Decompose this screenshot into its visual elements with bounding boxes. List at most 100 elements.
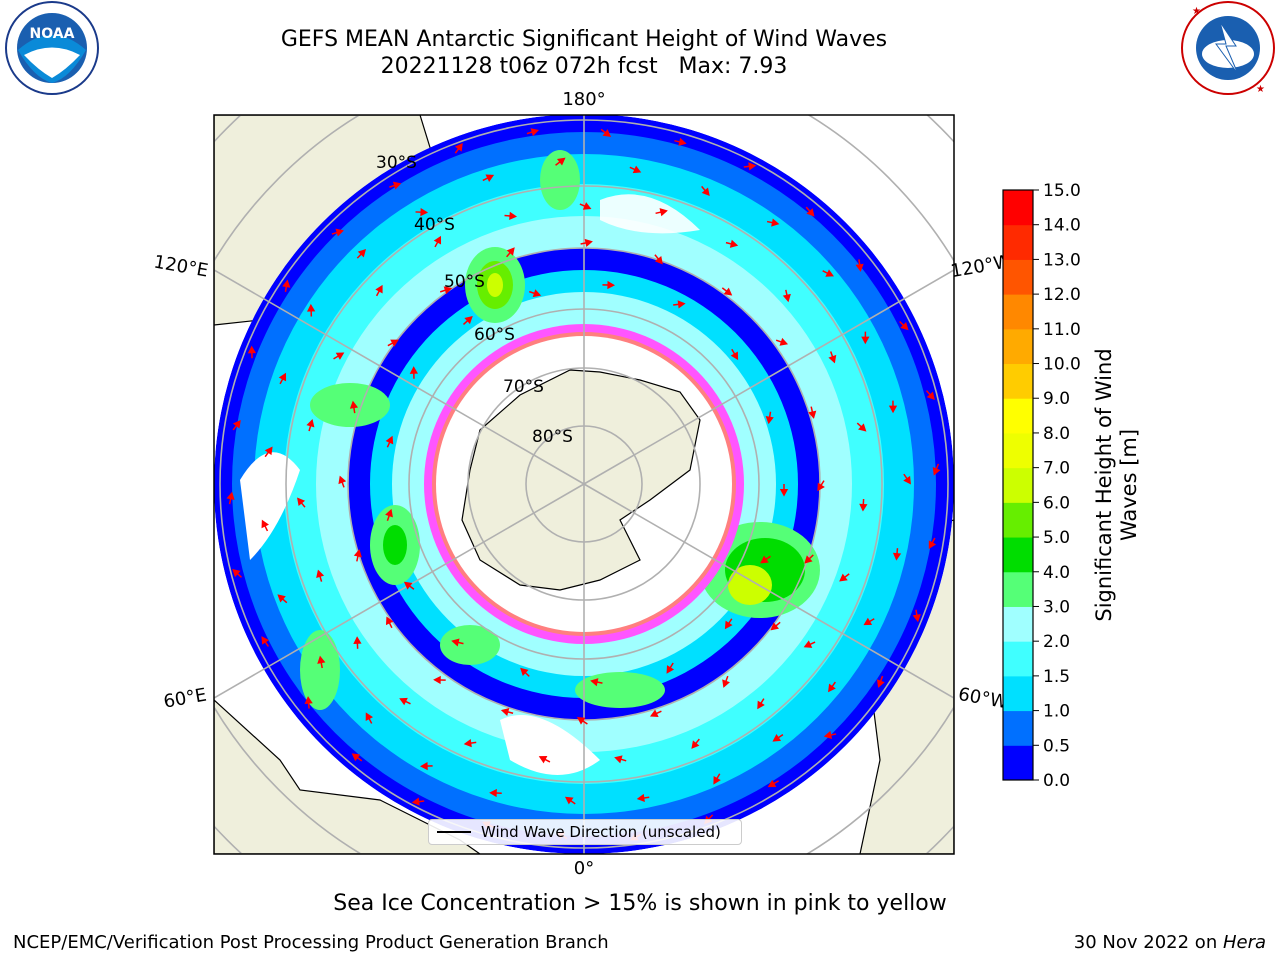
wave-arrow-head bbox=[632, 165, 642, 174]
wave-arrow-head bbox=[365, 712, 373, 721]
colorbar-tick-label: 1.5 bbox=[1043, 667, 1070, 687]
colorbar-tick-label: 12.0 bbox=[1043, 285, 1081, 305]
colorbar-ticks: 0.0 0.5 1.0 1.5 2.0 3.0 4.0 5.0 6.0 7.0 8.0 9.0 10.0… bbox=[1033, 181, 1081, 790]
wave-arrow-head bbox=[297, 497, 306, 506]
wave-arrow-head bbox=[261, 636, 270, 645]
colorbar-block bbox=[1003, 398, 1033, 434]
wave-arrow-head bbox=[451, 638, 460, 647]
wave-arrow-head bbox=[317, 655, 326, 664]
wave-arrow-head bbox=[353, 636, 362, 645]
lat-label-70s: 70°S bbox=[503, 377, 544, 397]
wave-arrow-head bbox=[464, 315, 473, 325]
colorbar-block bbox=[1003, 537, 1033, 573]
legend-label: Wind Wave Direction (unscaled) bbox=[481, 823, 721, 841]
wave-arrow-head bbox=[399, 697, 408, 706]
colorbar-title-line2: Waves [m] bbox=[1117, 429, 1141, 541]
wave-arrow-head bbox=[489, 788, 497, 798]
wave-arrow-head bbox=[771, 218, 780, 227]
wave-arrow-head bbox=[825, 269, 834, 277]
wave-arrow-head bbox=[304, 696, 313, 704]
wave-arrow-head bbox=[409, 366, 418, 374]
wave-arrow-head bbox=[614, 755, 623, 764]
wave-arrow-head bbox=[677, 300, 686, 309]
wave-arrow-head bbox=[650, 709, 659, 718]
wave-arrow-head bbox=[888, 405, 898, 414]
wave-arrow-head bbox=[411, 797, 420, 806]
wave-arrow-head bbox=[385, 435, 394, 445]
lon-label-bottom: 0° bbox=[574, 858, 594, 879]
footer-branch: NCEP/EMC/Verification Post Processing Pr… bbox=[13, 932, 609, 953]
wave-arrow-head bbox=[730, 351, 739, 361]
wave-arrow-head bbox=[900, 322, 909, 331]
wave-arrow-head bbox=[828, 354, 837, 364]
colorbar-block bbox=[1003, 606, 1033, 642]
wave-arrow-head bbox=[392, 181, 402, 190]
colorbar-tick-label: 4.0 bbox=[1043, 563, 1070, 583]
footer-date-prefix: 30 Nov 2022 on bbox=[1073, 932, 1223, 953]
wave-arrow-head bbox=[463, 738, 472, 748]
wave-arrow-head bbox=[277, 594, 286, 603]
colorbar-block bbox=[1003, 467, 1033, 503]
wave-arrow-head bbox=[351, 753, 361, 762]
wave-arrow-head bbox=[506, 247, 515, 256]
wave-arrow-head bbox=[576, 717, 586, 725]
wave-arrow-head bbox=[729, 239, 739, 248]
wave-arrow-head bbox=[306, 418, 315, 428]
colorbar-blocks bbox=[1003, 190, 1033, 781]
national-weather-service-logo-icon: ★ ★ bbox=[1181, 1, 1275, 95]
wave-arrow-head bbox=[335, 352, 345, 360]
colorbar-block bbox=[1003, 294, 1033, 330]
wave-arrow-head bbox=[278, 372, 287, 382]
wave-arrow-head bbox=[691, 740, 700, 749]
wave-arrow-head bbox=[701, 187, 710, 196]
wave-arrow-head bbox=[454, 143, 463, 152]
wave-arrow-head bbox=[748, 162, 757, 171]
antarctica-land bbox=[461, 369, 701, 591]
wave-arrow-head bbox=[757, 700, 765, 710]
wave-arrow-head bbox=[903, 475, 911, 485]
wave-arrow-head bbox=[232, 568, 241, 578]
wave-arrow-head bbox=[532, 289, 542, 298]
wave-arrow-head bbox=[678, 137, 687, 146]
footer-date: 30 Nov 2022 on Hera bbox=[1074, 932, 1266, 953]
wave-arrow-head bbox=[433, 235, 442, 245]
wave-arrow-head bbox=[892, 552, 902, 561]
wave-arrow-head bbox=[772, 733, 782, 742]
legend-line-swatch bbox=[437, 831, 471, 833]
colorbar-tick-label: 14.0 bbox=[1043, 216, 1081, 236]
wave-arrow-head bbox=[264, 446, 273, 456]
wave-arrow-head bbox=[770, 622, 779, 631]
wave-arrow-head bbox=[353, 549, 362, 558]
lon-label-left-lower: 60°E bbox=[162, 684, 208, 712]
colorbar-block bbox=[1003, 259, 1033, 295]
wave-arrow-head bbox=[602, 129, 612, 137]
colorbar-tick-label: 6.0 bbox=[1043, 493, 1070, 513]
colorbar-tick-label: 1.0 bbox=[1043, 702, 1070, 722]
wave-arrow-head bbox=[485, 174, 495, 182]
wind-wave-arrows bbox=[226, 128, 941, 841]
sea-ice-note: Sea Ice Concentration > 15% is shown in … bbox=[333, 891, 947, 916]
wave-arrow-head bbox=[375, 284, 383, 294]
wave-arrow-head bbox=[433, 675, 441, 685]
colorbar-tick-label: 15.0 bbox=[1043, 181, 1081, 201]
wave-arrow-head bbox=[335, 228, 344, 237]
lat-label-30s: 30°S bbox=[376, 153, 417, 173]
colorbar-title-line1: Significant Height of Wind bbox=[1092, 348, 1116, 621]
wave-arrow-head bbox=[232, 420, 241, 429]
colorbar-frame bbox=[1002, 189, 1034, 781]
svg-text:★: ★ bbox=[1256, 84, 1265, 95]
colorbar-tick-label: 9.0 bbox=[1043, 389, 1070, 409]
wave-arrow-head bbox=[926, 391, 935, 401]
colorbar-tick-label: 11.0 bbox=[1043, 320, 1081, 340]
wave-arrow-head bbox=[724, 620, 733, 630]
colorbar-block bbox=[1003, 363, 1033, 399]
wave-arrow-head bbox=[808, 410, 817, 419]
colorbar-block bbox=[1003, 328, 1033, 365]
wave-arrow-head bbox=[385, 616, 394, 626]
wave-arrow-head bbox=[804, 555, 813, 564]
colorbar-tick-label: 13.0 bbox=[1043, 250, 1081, 270]
wave-arrow-head bbox=[582, 202, 592, 210]
wave-arrow-head bbox=[403, 581, 413, 590]
wave-arrow-head bbox=[509, 211, 518, 221]
